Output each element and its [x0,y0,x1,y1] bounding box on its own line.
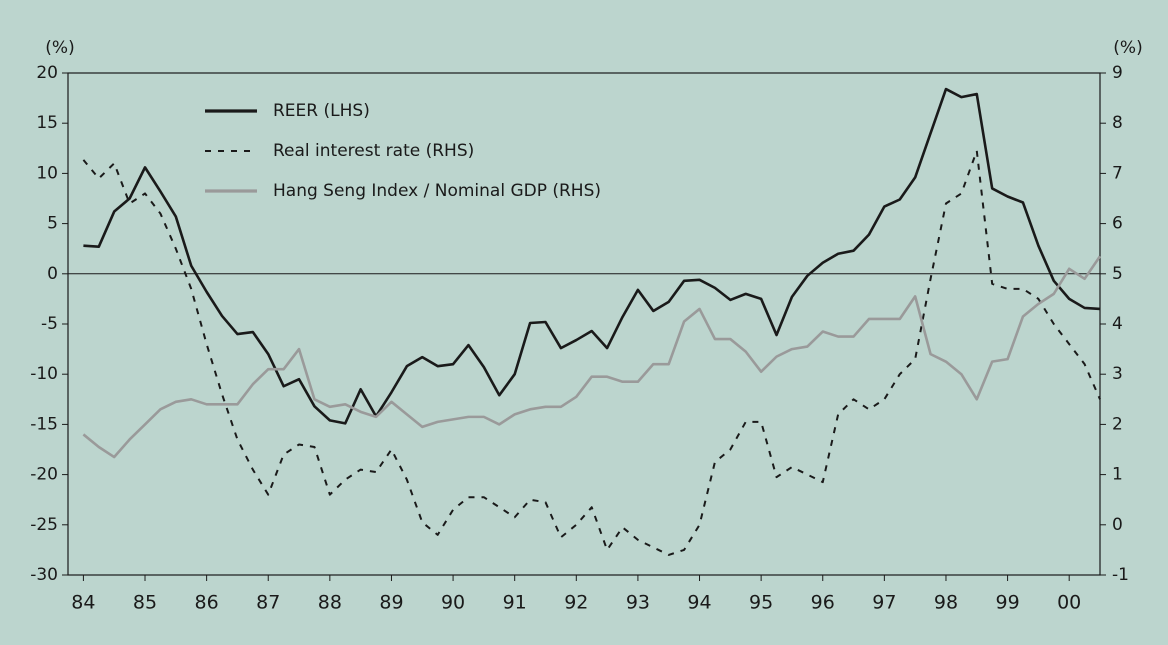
x-tick-label: 96 [811,592,835,614]
series-line [83,87,1101,425]
y2-tick-label: 0 [1112,515,1123,535]
y-tick-label: -20 [30,465,58,485]
y2-axis-label: (%) [1113,38,1142,58]
y-tick-label: 20 [36,63,58,83]
y2-tick-label: 6 [1112,214,1123,234]
legend-label: Hang Seng Index / Nominal GDP (RHS) [273,181,601,201]
x-tick-label: 99 [995,592,1019,614]
x-tick-label: 94 [687,592,711,614]
x-tick-label: 87 [256,592,280,614]
x-tick-label: 93 [626,592,650,614]
series-line [82,255,1102,459]
y-tick-label: -15 [30,414,58,434]
x-tick-label: 00 [1057,592,1081,614]
x-tick-label: 95 [749,592,773,614]
x-tick-label: 98 [934,592,958,614]
x-tick-label: 86 [195,592,219,614]
y2-tick-label: 7 [1112,163,1123,183]
y2-tick-label: 8 [1112,113,1123,133]
x-tick-label: 90 [441,592,465,614]
x-tick-label: 84 [71,592,95,614]
y-tick-label: 5 [47,214,58,234]
series-line [82,149,1101,556]
y2-tick-label: 2 [1112,414,1123,434]
y-tick-label: -5 [41,314,58,334]
x-tick-label: 89 [379,592,403,614]
y2-tick-label: 4 [1112,314,1123,334]
y-tick-label: 10 [36,163,58,183]
legend-label: Real interest rate (RHS) [273,141,474,161]
y2-tick-label: 3 [1112,364,1123,384]
y-tick-label: 15 [36,113,58,133]
y2-tick-label: 5 [1112,264,1123,284]
y-tick-label: -25 [30,515,58,535]
x-tick-label: 91 [503,592,527,614]
y-tick-label: 0 [47,264,58,284]
y-tick-label: -10 [30,364,58,384]
y2-tick-label: -1 [1112,565,1129,585]
y-axis-label: (%) [45,38,74,58]
x-tick-label: 92 [564,592,588,614]
y2-tick-label: 9 [1112,63,1123,83]
y2-tick-label: 1 [1112,465,1123,485]
x-tick-label: 85 [133,592,157,614]
legend-label: REER (LHS) [273,101,370,121]
x-tick-label: 97 [872,592,896,614]
x-tick-label: 88 [318,592,342,614]
y-tick-label: -30 [30,565,58,585]
